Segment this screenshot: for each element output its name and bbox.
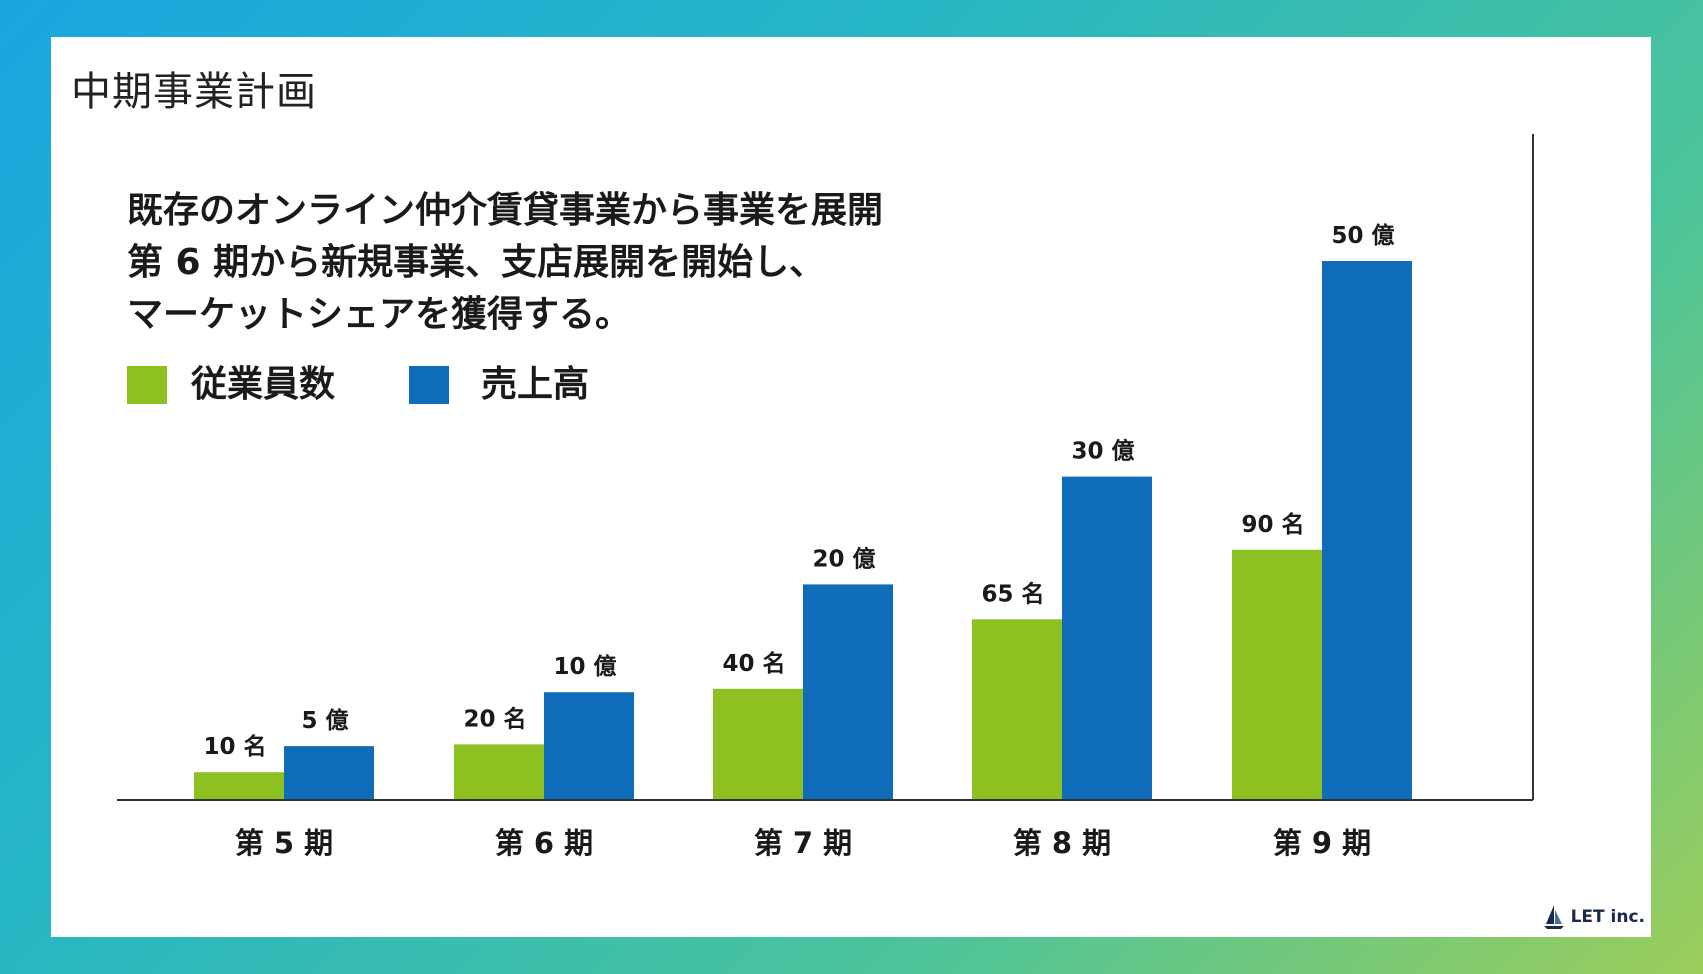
legend-swatch-employees [127, 366, 167, 404]
headline-line-2: 第 6 期から新規事業、支店展開を開始し、 [127, 242, 826, 283]
legend-label-sales: 売上高 [481, 364, 590, 405]
data-label-employees: 65 名 [981, 580, 1044, 607]
data-label-sales: 10 億 [553, 653, 616, 680]
x-tick-label: 第 6 期 [495, 826, 593, 860]
bar-sales [544, 692, 634, 800]
x-tick-label: 第 7 期 [754, 826, 852, 860]
data-label-sales: 20 億 [812, 545, 875, 572]
data-label-employees: 20 名 [463, 705, 526, 732]
logo-text: LET inc. [1570, 907, 1645, 927]
data-label-sales: 5 億 [301, 707, 348, 734]
data-label-employees: 40 名 [722, 650, 785, 677]
bar-chart: 10 名 5 億第 5 期 20 名 10 億第 6 期 40 名 20 億第 7 期 65… [117, 134, 1534, 860]
data-label-sales: 30 億 [1071, 438, 1134, 465]
x-tick-label: 第 9 期 [1273, 826, 1371, 860]
bar-sales [1322, 261, 1412, 800]
headline: 既存のオンライン仲介賃貸事業から事業を展開 第 6 期から新規事業、支店展開を開… [127, 185, 1027, 341]
headline-line-1: 既存のオンライン仲介賃貸事業から事業を展開 [127, 190, 884, 231]
slide: 中期事業計画 既存のオンライン仲介賃貸事業から事業を展開 第 6 期から新規事業… [51, 37, 1651, 937]
bar-sales [284, 746, 374, 800]
bar-employees [454, 744, 544, 800]
bar-employees [713, 688, 803, 800]
bar-employees [1232, 549, 1322, 800]
headline-line-3: マーケットシェアを獲得する。 [127, 294, 632, 335]
page-title: 中期事業計画 [71, 69, 317, 115]
bar-employees [194, 772, 284, 800]
company-logo: LET inc. [1543, 903, 1645, 931]
data-label-employees: 90 名 [1241, 511, 1304, 538]
data-label-employees: 10 名 [203, 733, 266, 760]
x-tick-label: 第 5 期 [235, 826, 333, 860]
bar-employees [972, 619, 1062, 800]
x-tick-label: 第 8 期 [1013, 826, 1111, 860]
bar-sales [803, 584, 893, 800]
data-label-sales: 50 億 [1331, 222, 1394, 249]
sailboat-icon [1543, 905, 1564, 929]
legend-swatch-sales [409, 366, 449, 404]
legend-label-employees: 従業員数 [191, 364, 336, 405]
bar-sales [1062, 476, 1152, 800]
